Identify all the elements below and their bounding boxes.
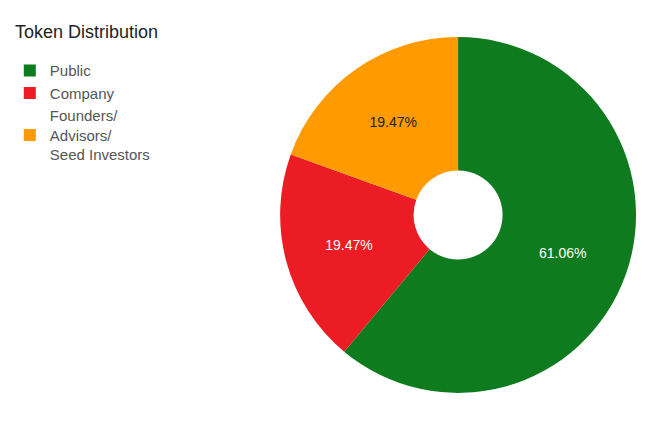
svg-text:61.06%: 61.06% [539,245,586,261]
svg-text:19.47%: 19.47% [325,237,372,253]
svg-text:Company: Company [50,85,115,102]
svg-text:Token Distribution: Token Distribution [15,22,158,42]
svg-text:Founders/Advisors/Seed Investo: Founders/Advisors/Seed Investors [50,107,150,163]
svg-text:19.47%: 19.47% [369,114,416,130]
svg-text:Public: Public [50,62,91,79]
